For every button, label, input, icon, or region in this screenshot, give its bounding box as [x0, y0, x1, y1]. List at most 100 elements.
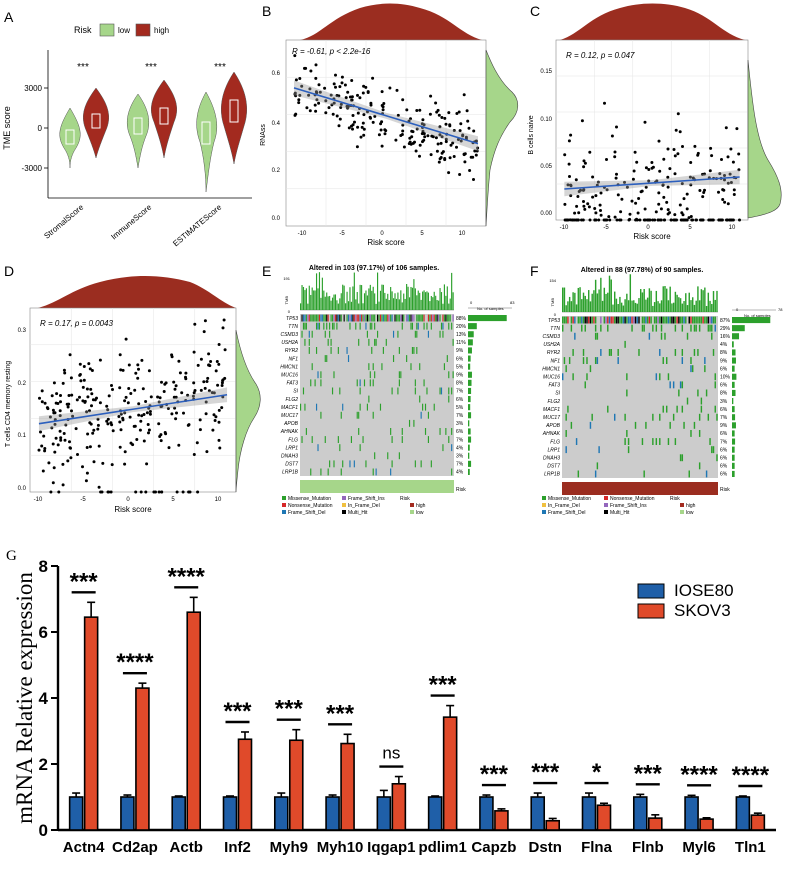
d-point: [163, 431, 167, 434]
F-gene-pct: 8%: [720, 350, 728, 356]
F-tmb-bar: [600, 277, 602, 312]
d-point: [158, 435, 162, 438]
violin-immune-low: [127, 93, 149, 169]
F-mutation-cell: [614, 316, 616, 324]
E-mutation-cell: [448, 314, 450, 322]
c-point: [695, 218, 698, 222]
E-mutation-cell: [446, 314, 448, 322]
E-mutation-cell: [365, 460, 367, 468]
F-mutation-cell: [704, 365, 706, 373]
b-point: [364, 85, 368, 89]
F-mutation-cell: [711, 316, 713, 324]
F-mutation-cell: [624, 316, 626, 324]
b-point: [337, 124, 341, 128]
F-mutation-cell: [659, 316, 661, 324]
c-point: [591, 195, 595, 199]
c-point: [731, 160, 735, 164]
F-mutation-cell: [672, 316, 675, 324]
E-tmb-bar: [452, 292, 454, 310]
F-mutation-cell: [709, 324, 711, 332]
b-point: [457, 110, 461, 114]
c-point: [581, 188, 585, 192]
sig-stromal: ***: [77, 62, 89, 73]
d-point: [184, 371, 188, 375]
E-tmb-bar: [432, 297, 434, 310]
f-ns-max: 78: [778, 307, 783, 312]
b-point: [334, 85, 337, 89]
c-point: [729, 147, 733, 151]
E-mutation-cell: [304, 322, 306, 330]
c-point: [605, 218, 609, 222]
F-mutation-cell: [653, 316, 656, 324]
d-point: [53, 450, 57, 454]
E-tmb-bar: [414, 288, 416, 310]
E-mutation-cell: [315, 314, 318, 322]
c-point: [693, 144, 697, 148]
panel-f-title: Altered in 88 (97.78%) of 90 samples.: [581, 267, 704, 274]
c-point: [599, 209, 602, 212]
E-gene-pct: 7%: [456, 437, 464, 443]
F-mutation-cell: [681, 405, 684, 413]
F-tmb-bar: [610, 279, 612, 312]
F-mutation-cell: [603, 316, 606, 324]
d-point: [193, 322, 197, 326]
d-point: [124, 337, 128, 341]
d-point: [140, 358, 144, 362]
c-point: [577, 211, 581, 215]
F-tmb-bar: [648, 288, 651, 312]
g-bar-skov3: [494, 810, 509, 831]
d-point: [147, 369, 151, 373]
c-point: [666, 208, 670, 212]
box-immune-high: [159, 107, 169, 125]
F-mutation-cell: [593, 316, 595, 324]
F-mutation-cell: [650, 316, 652, 324]
d-point: [97, 485, 101, 489]
d-point: [96, 427, 100, 431]
F-tmb-bar: [700, 289, 703, 312]
F-tmb-bar: [624, 299, 626, 312]
b-point: [438, 133, 442, 137]
F-mutation-cell: [667, 438, 670, 445]
d-point: [61, 462, 65, 466]
E-mutation-cell: [419, 395, 421, 403]
g-category-label: Flna: [581, 839, 612, 856]
E-mutation-cell: [315, 322, 318, 330]
c-point: [644, 185, 648, 189]
d-point: [196, 363, 200, 367]
F-gene-pct: 87%: [720, 318, 731, 324]
E-mutation-cell: [304, 403, 306, 411]
F-mutation-cell: [683, 421, 685, 429]
F-gene-freq-bar: [732, 462, 735, 469]
E-tmb-bar: [424, 292, 427, 310]
E-tmb-bar: [350, 301, 353, 310]
b-point: [298, 77, 302, 80]
F-risk-strip: [562, 482, 718, 495]
E-mutation-cell: [359, 403, 361, 411]
g-category-label: Actn4: [63, 839, 105, 856]
d-point: [148, 412, 152, 416]
c-point: [567, 162, 571, 166]
c-point: [563, 218, 567, 222]
d-point: [69, 376, 73, 380]
E-mutation-cell: [320, 468, 322, 476]
d-point: [62, 368, 66, 372]
E-gene-label: TTN: [288, 324, 298, 330]
E-mutation-cell: [358, 314, 360, 322]
c-point: [657, 139, 661, 143]
E-gene-freq-bar: [468, 371, 472, 378]
F-tmb-bar: [664, 286, 666, 312]
E-mutation-cell: [445, 314, 447, 322]
F-tmb-bar: [672, 302, 675, 312]
E-gene-label: RYR2: [285, 348, 298, 354]
b-point: [401, 129, 405, 133]
d-point: [55, 392, 59, 396]
F-gene-freq-bar: [732, 446, 735, 453]
E-tmb-bar: [331, 297, 334, 310]
E-mutation-cell: [366, 314, 368, 322]
F-mutation-cell: [619, 316, 621, 324]
d-point: [144, 400, 148, 403]
E-mutation-cell: [339, 314, 341, 322]
F-tmb-bar: [568, 296, 571, 312]
F-tmb-bar: [570, 301, 573, 312]
f-tmb-zero: 0: [554, 312, 557, 317]
